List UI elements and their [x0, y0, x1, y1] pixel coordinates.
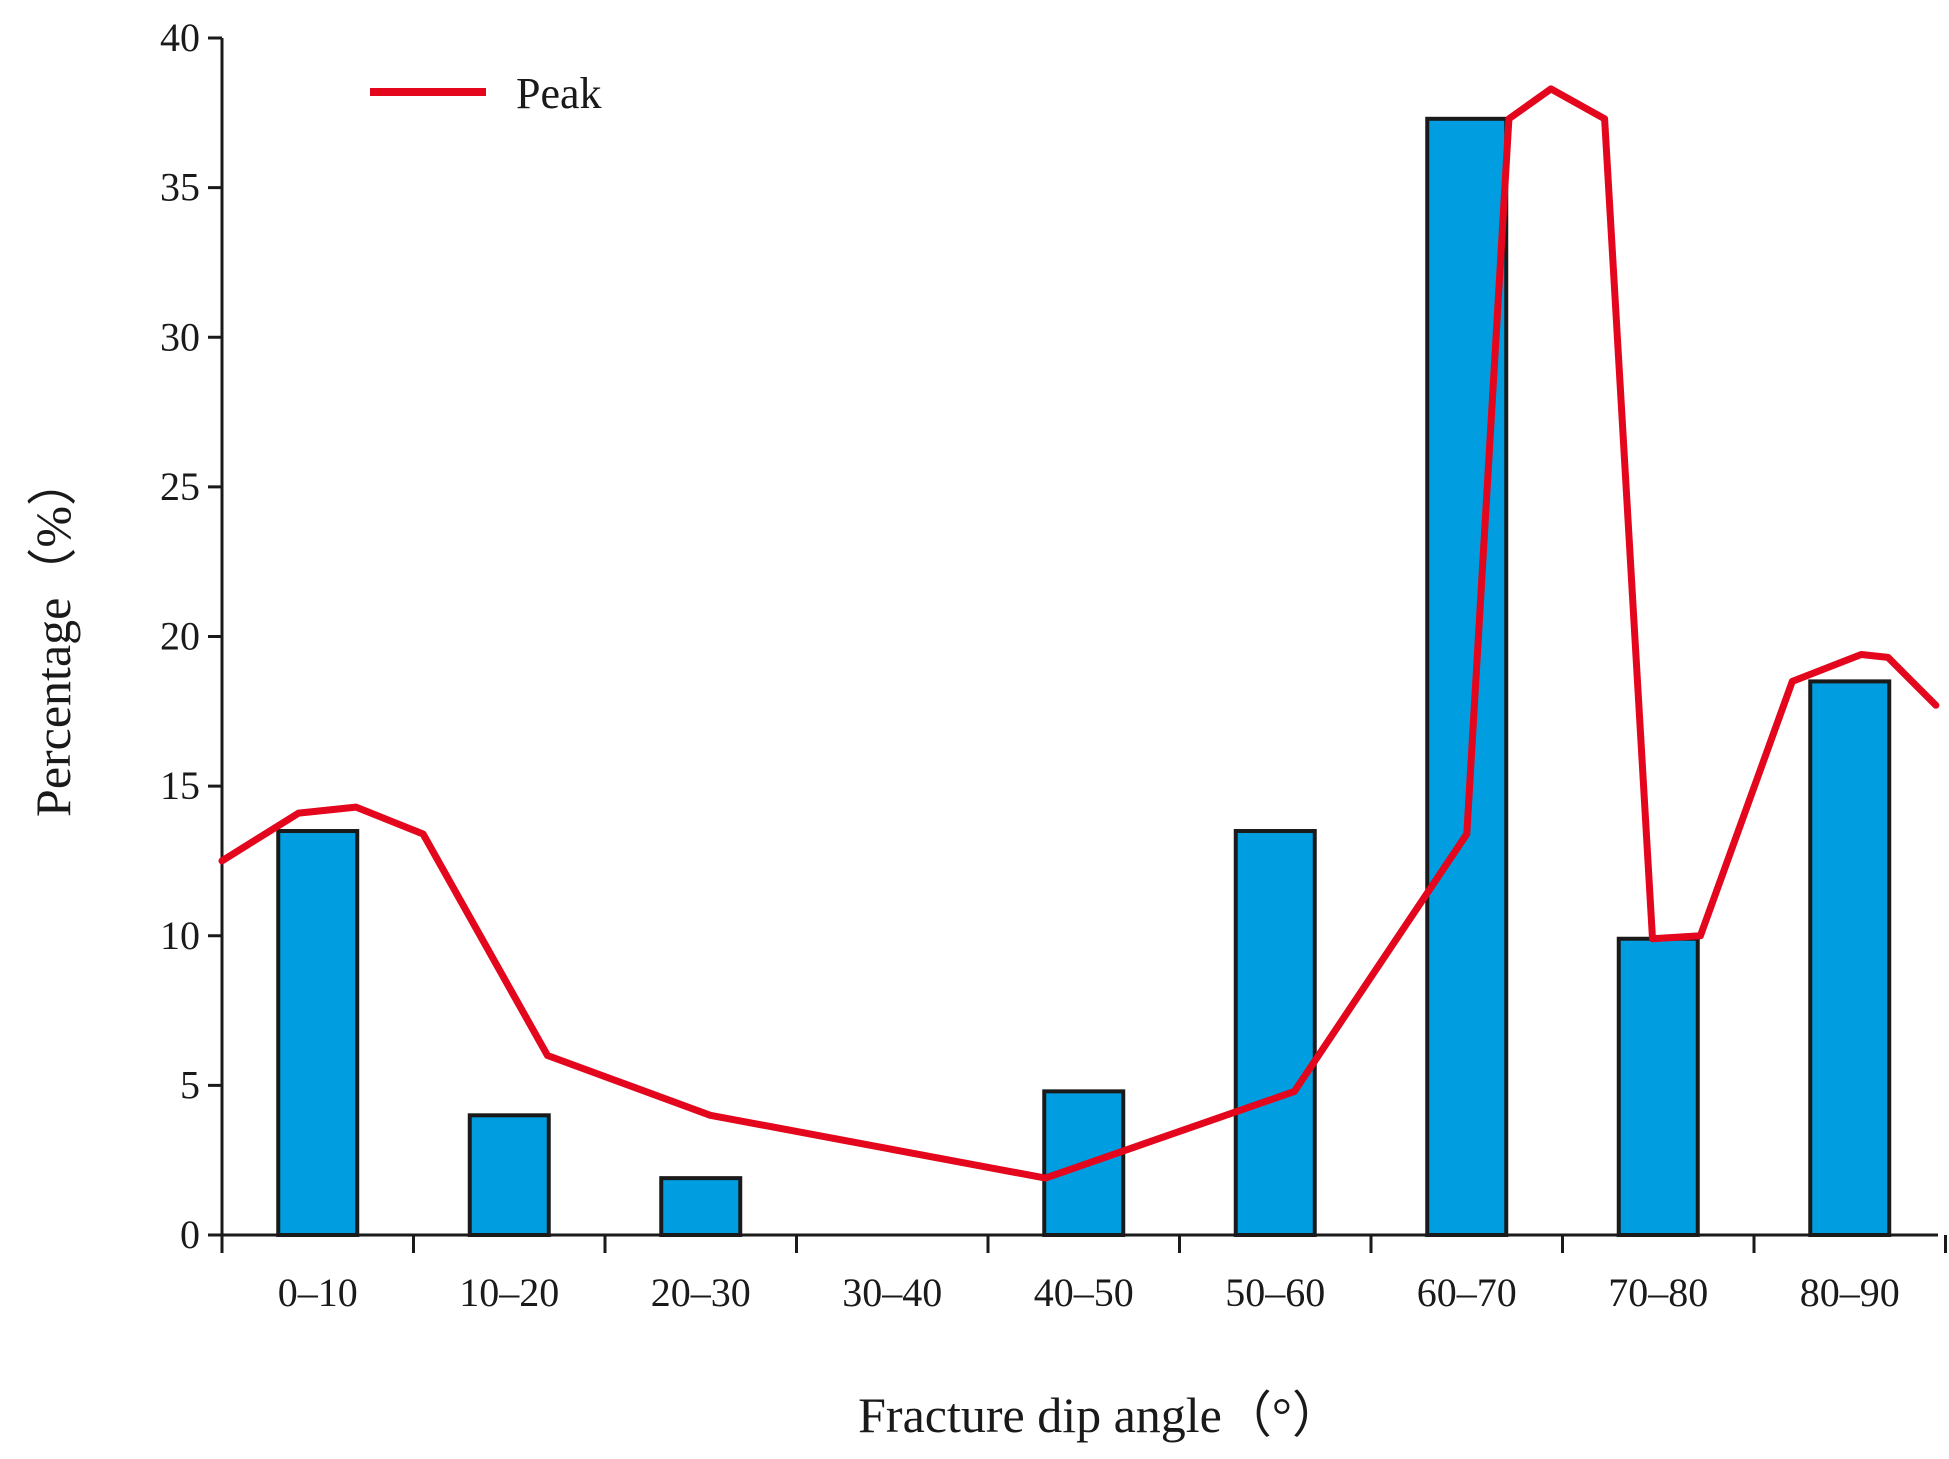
bar-1 [467, 1113, 551, 1238]
x-tick-label-4: 40–50 [1034, 1270, 1134, 1315]
y-tick-label-35: 35 [160, 165, 200, 210]
bar-6 [1425, 116, 1509, 1238]
x-tick-label-3: 30–40 [842, 1270, 942, 1315]
x-tick-label-1: 10–20 [459, 1270, 559, 1315]
y-tick-label-15: 15 [160, 763, 200, 808]
peak-line-group [218, 85, 1940, 1182]
bars-group [276, 116, 1892, 1238]
x-tick-label-5: 50–60 [1225, 1270, 1325, 1315]
y-tick-label-5: 5 [180, 1062, 200, 1107]
y-tick-label-25: 25 [160, 464, 200, 509]
bar-5 [1233, 829, 1317, 1237]
legend: Peak [370, 69, 602, 118]
bar-7 [1616, 936, 1700, 1237]
bar-8 [1808, 679, 1892, 1237]
y-axis-title: Percentage（%） [25, 456, 81, 817]
x-tick-label-0: 0–10 [278, 1270, 358, 1315]
y-tick-label-30: 30 [160, 314, 200, 359]
y-ticks-group: 0 5 10 15 20 25 30 35 40 [160, 15, 222, 1257]
x-ticks-group: 0–10 10–20 20–30 30–40 40–50 50–60 60–70 70–80 8… [220, 1235, 1947, 1315]
bar-2 [659, 1176, 743, 1237]
y-tick-label-0: 0 [180, 1212, 200, 1257]
x-tick-label-8: 80–90 [1800, 1270, 1900, 1315]
legend-peak-label: Peak [516, 69, 602, 118]
x-tick-label-6: 60–70 [1417, 1270, 1517, 1315]
y-tick-label-40: 40 [160, 15, 200, 60]
x-tick-label-7: 70–80 [1608, 1270, 1708, 1315]
y-tick-label-20: 20 [160, 614, 200, 659]
peak-line [218, 85, 1940, 1182]
y-tick-label-10: 10 [160, 913, 200, 958]
bar-0 [276, 829, 360, 1237]
x-tick-label-2: 20–30 [651, 1270, 751, 1315]
x-axis-title: Fracture dip angle（°） [858, 1387, 1342, 1443]
